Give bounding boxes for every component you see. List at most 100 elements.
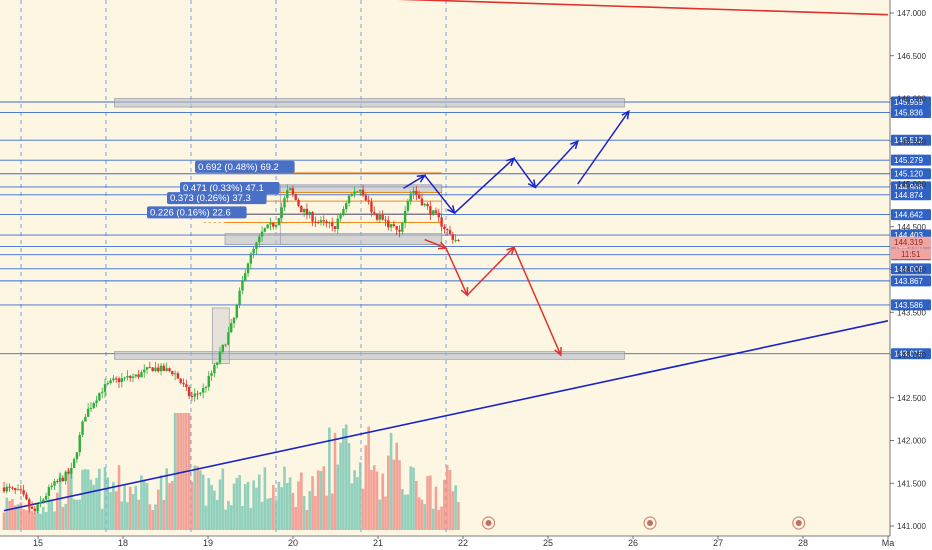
volume-bar — [286, 483, 289, 530]
volume-bar — [437, 510, 441, 530]
level-label: 145.836 — [894, 109, 923, 118]
candle-body — [14, 488, 17, 490]
candle-body — [319, 220, 323, 223]
volume-bar — [431, 508, 435, 530]
volume-bar — [263, 467, 267, 530]
scenario-segment-bearish[interactable] — [445, 247, 468, 296]
y-tick-label: 146.500 — [897, 52, 926, 61]
candle-body — [308, 212, 311, 215]
candle-body — [406, 201, 410, 211]
level-label: 145.279 — [894, 156, 923, 165]
volume-bar — [41, 506, 45, 530]
volume-bar — [274, 500, 278, 530]
candle-body — [33, 508, 37, 512]
candle-body — [322, 220, 325, 222]
candle-body — [179, 378, 182, 383]
volume-bar — [370, 469, 373, 530]
trendline-support[interactable] — [3, 320, 889, 512]
volume-bar — [137, 499, 140, 530]
candle-body — [437, 212, 440, 218]
volume-bar — [114, 491, 118, 530]
volume-bar — [84, 468, 87, 530]
y-tick-label: 142.500 — [897, 394, 926, 403]
candle-body — [356, 191, 359, 193]
candle-body — [196, 393, 199, 395]
candle-body — [434, 210, 438, 213]
volume-bar — [342, 428, 345, 530]
plot-area[interactable] — [0, 0, 890, 536]
volume-bar — [302, 496, 306, 530]
scenario-segment-bullish[interactable] — [534, 140, 579, 188]
scenario-segment-bullish[interactable] — [453, 157, 515, 214]
volume-bar — [33, 513, 37, 530]
candle-body — [30, 506, 34, 509]
candle-body — [311, 212, 314, 222]
candle-body — [443, 226, 446, 230]
y-axis[interactable]: 145.959 145.836 145.512 145.279 145.120 144.9… — [889, 0, 931, 536]
volume-bar — [443, 479, 446, 530]
candle-body — [53, 481, 56, 486]
candle-body — [294, 194, 297, 201]
volume-bar — [128, 486, 132, 530]
fib-tag — [180, 182, 280, 195]
volume-bar — [53, 511, 56, 530]
volume-bar — [457, 502, 460, 530]
candle-body — [300, 205, 303, 213]
scenario-segment-bullish-2[interactable] — [577, 110, 630, 185]
volume-bar — [154, 504, 157, 530]
scenario-segment-bullish[interactable] — [513, 157, 536, 188]
fib-label: 0.471 (0.33%) 47.1 — [183, 183, 264, 194]
candles — [2, 184, 460, 514]
scenario-segment-bearish[interactable] — [466, 246, 515, 296]
volume-bar — [350, 483, 354, 530]
volume-bar — [451, 491, 455, 530]
current-price-tag — [891, 236, 931, 248]
volume-bar — [412, 467, 415, 530]
volume-bar — [140, 475, 143, 530]
volume-bar — [336, 464, 340, 530]
candle-body — [426, 204, 429, 207]
candle-body — [384, 219, 387, 221]
volume-bar — [409, 466, 413, 530]
volume-bar — [123, 485, 126, 530]
volume-bar — [221, 468, 225, 530]
candle-body — [190, 396, 194, 398]
candle-body — [263, 228, 267, 232]
volume-bar — [364, 445, 368, 530]
candle-body — [134, 374, 138, 377]
candle-body — [145, 367, 149, 370]
volume-bar — [22, 509, 25, 530]
trendline-resistance[interactable] — [293, 0, 889, 16]
level-tag — [891, 299, 931, 311]
volume-bar — [100, 508, 104, 530]
candle-body — [258, 236, 261, 243]
scenario-segment-bullish[interactable] — [403, 174, 426, 189]
volume-bar — [204, 505, 208, 530]
candle-body — [420, 198, 424, 206]
volume-bar — [196, 466, 199, 530]
scenario-segment-bearish[interactable] — [513, 246, 562, 356]
candle-body — [221, 344, 224, 352]
level-tag — [891, 348, 931, 360]
volume-bar — [243, 484, 247, 530]
candle-body — [44, 495, 48, 500]
candle-body — [70, 468, 73, 474]
scenario-segment-bullish[interactable] — [424, 174, 456, 214]
x-tick-label: 18 — [118, 538, 128, 548]
event-markers[interactable] — [481, 516, 806, 530]
fib-label: 0.226 (0.16%) 22.6 — [150, 207, 231, 218]
x-tick-label: 20 — [288, 538, 298, 548]
x-tick-label: 27 — [713, 538, 723, 548]
x-axis[interactable]: 15 18 19 20 21 22 25 26 27 28 Ma — [0, 535, 894, 548]
volume-bar — [308, 491, 312, 530]
scenario-arrows[interactable] — [403, 109, 630, 357]
volume-bar — [280, 487, 283, 530]
volume-bar — [11, 498, 14, 530]
scenario-segment-bearish[interactable] — [424, 238, 447, 249]
candle-body — [199, 392, 202, 394]
candle-body — [457, 239, 460, 241]
candle-body — [213, 364, 216, 374]
volume-bar — [229, 505, 233, 530]
trendlines[interactable] — [3, 0, 889, 512]
